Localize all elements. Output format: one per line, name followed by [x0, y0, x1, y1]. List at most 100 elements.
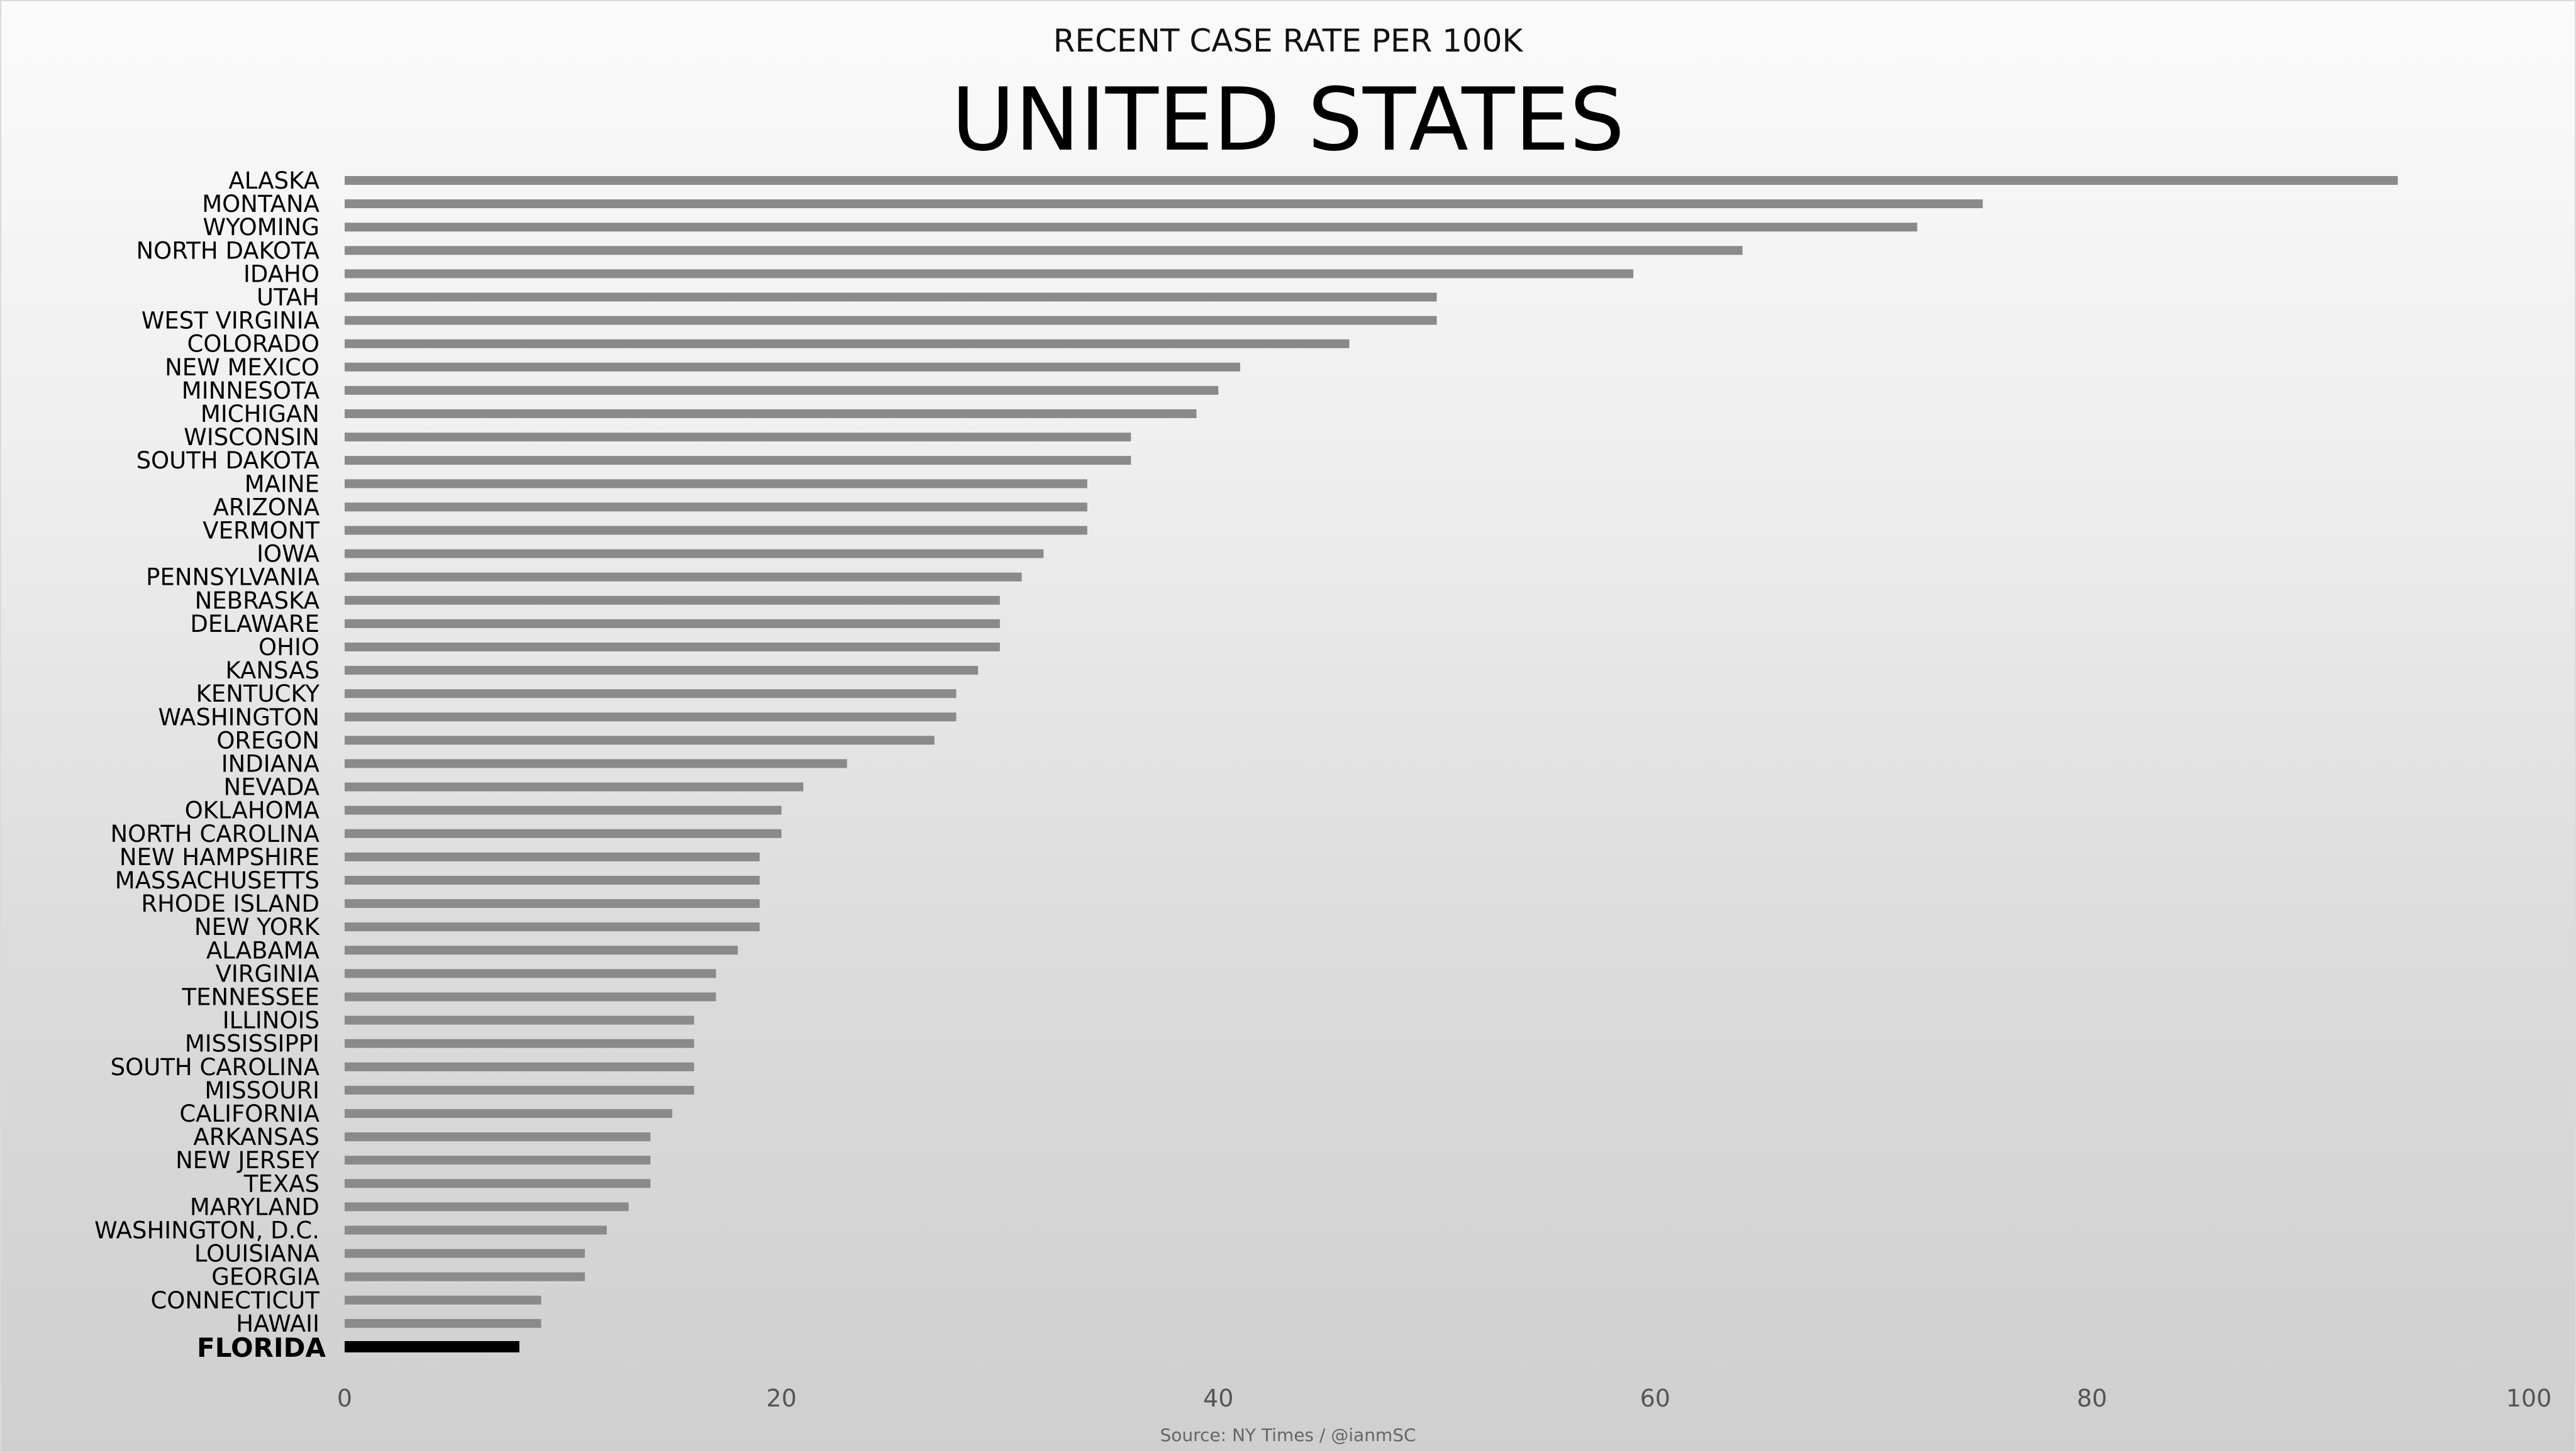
- category-label: HAWAII: [236, 1310, 319, 1337]
- bar-louisiana: [345, 1249, 586, 1258]
- category-label: UTAH: [257, 284, 319, 311]
- category-label: TENNESSEE: [182, 984, 319, 1011]
- category-label: MINNESOTA: [182, 377, 319, 404]
- category-label: NEW MEXICO: [165, 354, 319, 381]
- bar-vermont: [345, 526, 1087, 535]
- bar-west-virginia: [345, 316, 1437, 325]
- category-label: VIRGINIA: [216, 960, 319, 987]
- bar-connecticut: [345, 1295, 541, 1305]
- bar-indiana: [345, 759, 847, 768]
- bar-montana: [345, 199, 1983, 209]
- bar-pennsylvania: [345, 572, 1022, 582]
- bar-colorado: [345, 339, 1350, 348]
- category-label: MONTANA: [202, 191, 319, 218]
- category-label: WYOMING: [203, 214, 319, 241]
- chart-subtitle: RECENT CASE RATE PER 100K: [1053, 23, 1524, 59]
- x-tick-label: 80: [2077, 1384, 2107, 1412]
- category-label: LOUISIANA: [194, 1240, 319, 1268]
- bar-arizona: [345, 502, 1087, 512]
- bar-new-jersey: [345, 1156, 651, 1165]
- category-label: NORTH DAKOTA: [136, 237, 319, 264]
- category-label: ALABAMA: [206, 937, 319, 964]
- bar-idaho: [345, 269, 1634, 279]
- category-label: WISCONSIN: [184, 424, 319, 451]
- bar-georgia: [345, 1272, 586, 1281]
- bar-new-mexico: [345, 362, 1240, 372]
- category-label: MISSOURI: [204, 1077, 319, 1104]
- category-label: NEW HAMPSHIRE: [119, 844, 319, 871]
- category-label: OHIO: [258, 634, 319, 661]
- x-axis-ticks: 0 20 40 60 80 100: [337, 1384, 2551, 1412]
- category-label: MASSACHUSETTS: [115, 867, 319, 894]
- x-tick-label: 0: [337, 1384, 352, 1412]
- bar-south-carolina: [345, 1062, 694, 1071]
- bar-washington-d-c: [345, 1225, 607, 1235]
- bar-alaska: [345, 176, 2398, 185]
- category-label: DELAWARE: [190, 610, 319, 638]
- category-label: KENTUCKY: [196, 680, 320, 707]
- bar-kentucky: [345, 689, 957, 699]
- category-label: NEW YORK: [194, 914, 321, 941]
- bar-new-york: [345, 922, 760, 932]
- bar-rhode-island: [345, 899, 760, 909]
- category-label: PENNSYLVANIA: [146, 564, 319, 591]
- bar-virginia: [345, 969, 716, 978]
- bars-group: [345, 176, 2398, 1352]
- bar-oregon: [345, 736, 935, 745]
- chart-title: UNITED STATES: [952, 69, 1625, 170]
- bar-delaware: [345, 619, 1000, 628]
- category-label: NEVADA: [224, 774, 319, 801]
- bar-wyoming: [345, 223, 1918, 232]
- category-label: ALASKA: [229, 167, 320, 194]
- category-label: TEXAS: [243, 1170, 319, 1197]
- bar-arkansas: [345, 1132, 651, 1142]
- category-label: CONNECTICUT: [150, 1287, 319, 1314]
- category-label: SOUTH DAKOTA: [136, 447, 319, 474]
- category-label: MAINE: [245, 470, 319, 497]
- bar-illinois: [345, 1015, 694, 1025]
- category-label: FLORIDA: [197, 1332, 326, 1363]
- bar-utah: [345, 292, 1437, 302]
- bar-iowa: [345, 549, 1044, 558]
- category-label: NEW JERSEY: [175, 1147, 319, 1174]
- bar-california: [345, 1109, 672, 1118]
- bar-washington: [345, 712, 957, 722]
- category-label: NORTH CAROLINA: [111, 820, 320, 848]
- bar-north-dakota: [345, 246, 1743, 255]
- bar-minnesota: [345, 385, 1219, 395]
- category-label: MARYLAND: [190, 1193, 319, 1220]
- bar-hawaii: [345, 1318, 541, 1328]
- bar-wisconsin: [345, 433, 1131, 442]
- category-label: COLORADO: [187, 331, 319, 358]
- category-label: VERMONT: [203, 517, 319, 544]
- bar-maine: [345, 479, 1087, 489]
- source-note: Source: NY Times / @ianmSC: [1160, 1425, 1416, 1445]
- category-label: INDIANA: [221, 751, 319, 778]
- x-tick-label: 40: [1203, 1384, 1233, 1412]
- category-label: MICHIGAN: [201, 401, 319, 428]
- x-tick-label: 100: [2506, 1384, 2552, 1412]
- bar-kansas: [345, 666, 979, 675]
- category-label: OREGON: [216, 727, 319, 754]
- x-tick-label: 20: [766, 1384, 796, 1412]
- category-label: ILLINOIS: [223, 1007, 319, 1034]
- category-label: WEST VIRGINIA: [142, 307, 319, 334]
- bar-maryland: [345, 1202, 629, 1212]
- bar-massachusetts: [345, 876, 760, 885]
- bar-new-hampshire: [345, 852, 760, 861]
- category-label: GEORGIA: [211, 1264, 319, 1291]
- category-label: WASHINGTON: [158, 704, 319, 731]
- bar-alabama: [345, 946, 738, 955]
- bar-nebraska: [345, 595, 1000, 605]
- bar-texas: [345, 1179, 651, 1188]
- category-label: ARKANSAS: [193, 1124, 319, 1151]
- bar-florida: [345, 1341, 519, 1352]
- x-tick-label: 60: [1640, 1384, 1670, 1412]
- category-label: IDAHO: [243, 260, 319, 287]
- category-label: WASHINGTON, D.C.: [94, 1217, 319, 1244]
- bar-missouri: [345, 1085, 694, 1095]
- bar-ohio: [345, 643, 1000, 651]
